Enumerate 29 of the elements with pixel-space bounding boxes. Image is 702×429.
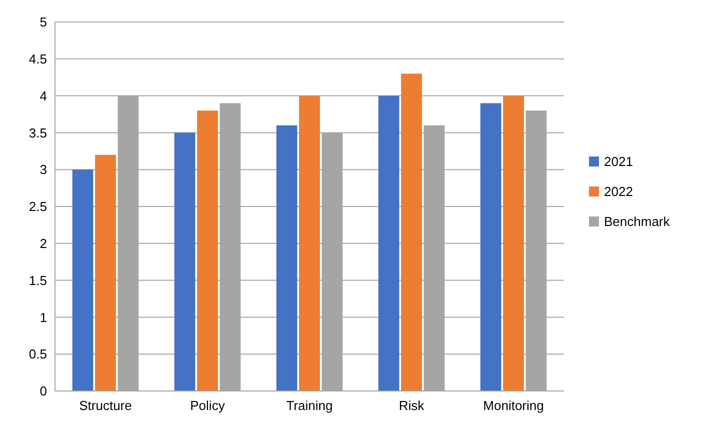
y-tick-label: 2 — [40, 236, 47, 251]
y-tick-label: 5 — [40, 14, 47, 30]
bar — [197, 110, 218, 391]
y-tick-label: 0 — [40, 384, 47, 399]
bar — [174, 132, 196, 391]
x-tick-label: Risk — [398, 398, 425, 413]
bar — [503, 96, 524, 391]
y-tick-label: 3 — [40, 162, 47, 178]
x-tick-label: Structure — [79, 398, 132, 413]
legend-label: Benchmark — [604, 214, 670, 230]
bar — [401, 74, 422, 391]
y-tick-label: 1 — [40, 310, 47, 325]
bar — [276, 125, 298, 391]
bar — [72, 170, 94, 391]
x-tick-label: Training — [286, 398, 333, 413]
y-tick-label: 4.5 — [28, 51, 47, 66]
bar — [480, 103, 502, 391]
y-tick-label: 0.5 — [28, 346, 47, 362]
y-tick-label: 4 — [40, 88, 47, 104]
bar — [95, 154, 116, 391]
y-tick-label: 3.5 — [28, 125, 47, 140]
bar — [378, 96, 400, 391]
y-tick-label: 2.5 — [28, 199, 47, 214]
legend-label: 2022 — [604, 184, 633, 200]
y-tick-label: 1.5 — [28, 272, 47, 288]
legend-label: 2021 — [604, 154, 633, 170]
bar — [299, 96, 320, 391]
x-tick-label: Policy — [190, 398, 226, 413]
x-tick-label: Monitoring — [483, 398, 544, 413]
